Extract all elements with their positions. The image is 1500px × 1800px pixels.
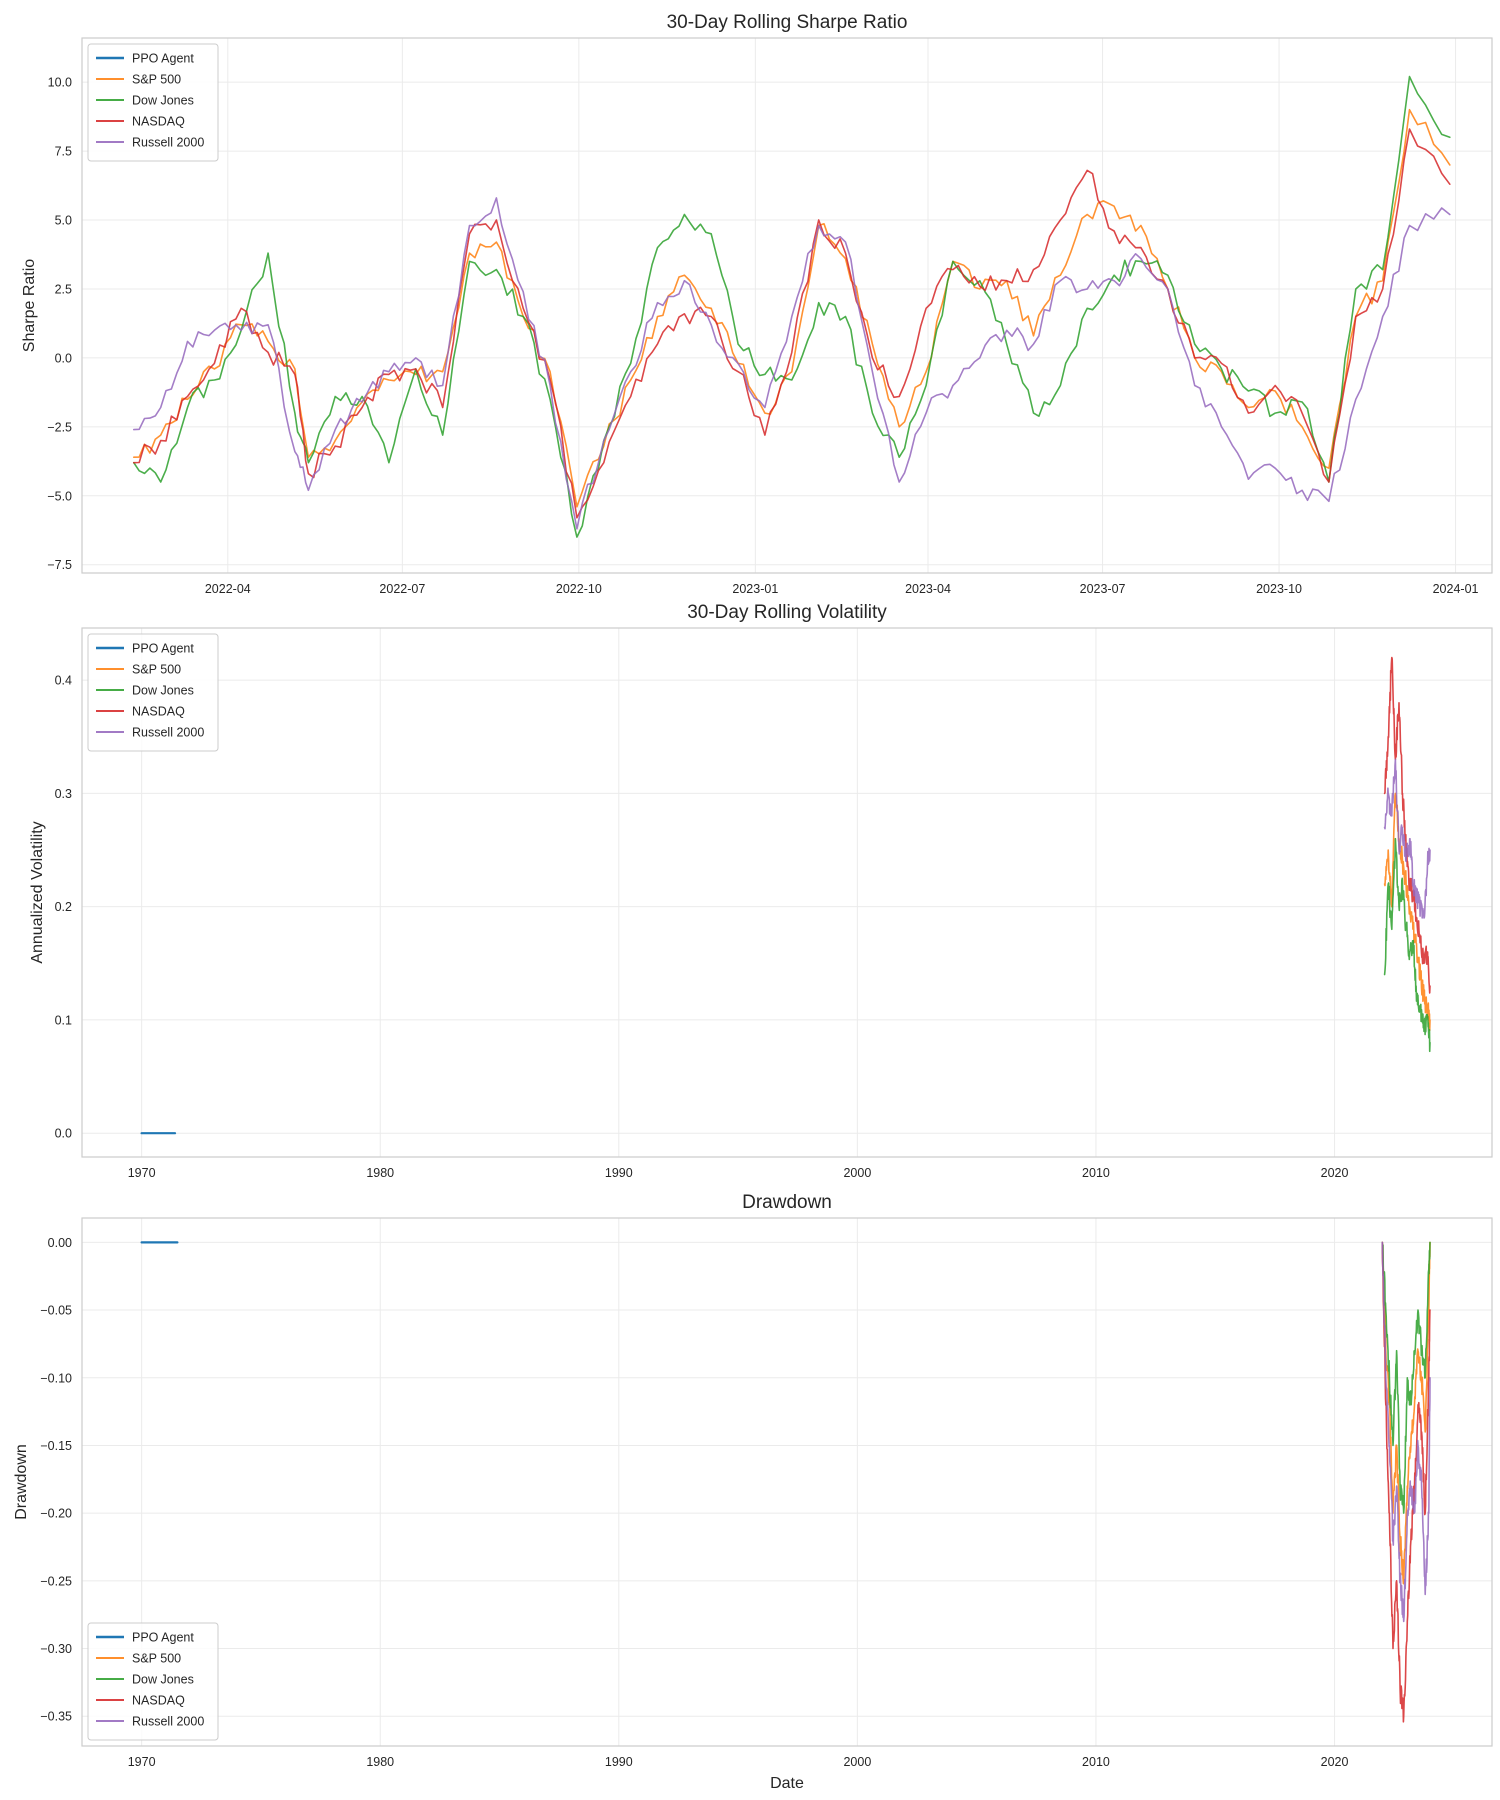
x-axis-label: Date [770,1775,804,1792]
y-tick-label: −7.5 [47,558,72,572]
series-line-nasdaq [133,128,1451,519]
plot-area [82,1218,1492,1746]
y-tick-label: 0.00 [48,1236,72,1250]
legend-label: S&P 500 [132,1652,181,1666]
x-tick-label: 2020 [1321,1755,1349,1769]
chart-title: 30-Day Rolling Sharpe Ratio [667,12,908,33]
series-line-russell-2000 [133,197,1451,530]
series-line-russell-2000 [1383,758,1431,919]
legend-label: Dow Jones [132,684,194,698]
legend-label: Russell 2000 [132,726,204,740]
y-tick-label: −0.30 [40,1642,72,1656]
plot-area [82,628,1492,1157]
series-line-dow-jones [1383,837,1431,1053]
plot-frame [81,627,1493,1158]
x-tick-label: 1990 [605,1755,633,1769]
x-tick-label: 1970 [128,1166,156,1180]
y-tick-label: −0.10 [40,1371,72,1385]
plot-frame [81,1217,1493,1747]
y-tick-label: −0.25 [40,1574,72,1588]
x-tick-label: 2024-01 [1433,582,1479,596]
series-lines [140,656,1431,1135]
plot-frame [81,37,1493,574]
legend-label: Dow Jones [132,1673,194,1687]
y-axis-label: Annualized Volatility [29,821,46,963]
legend-label: NASDAQ [132,1694,185,1708]
series-lines [133,75,1451,538]
series-line-dow-jones [133,75,1451,538]
x-tick-label: 1980 [366,1755,394,1769]
legend-box [87,633,219,752]
legend-label: PPO Agent [132,642,194,656]
series-line-s-p-500 [1381,1241,1431,1585]
x-tick-label: 2000 [843,1166,871,1180]
x-tick-label: 1980 [366,1166,394,1180]
series-line-russell-2000 [1381,1241,1431,1623]
chart-panel-1: 2022-04 2022-07 2022-10 2023-01 2023-04 2023-… [21,12,1493,596]
legend-label: Russell 2000 [132,1715,204,1729]
legend-label: S&P 500 [132,73,181,87]
legend-box [87,43,219,162]
series-line-nasdaq [1381,1241,1431,1723]
legend-box [87,1622,219,1741]
x-tick-label: 2023-07 [1080,582,1126,596]
series-line-nasdaq [1383,656,1431,994]
y-axis-label: Drawdown [13,1444,30,1520]
x-tick-label: 2000 [843,1755,871,1769]
y-tick-label: 2.5 [55,282,72,296]
x-tick-label: 2022-07 [379,582,425,596]
x-tick-label: 1970 [128,1755,156,1769]
legend-label: Russell 2000 [132,136,204,150]
chart-panel-3: 1970 1980 1990 2000 2010 2020 0.00 −0.05 −0.10 −0… [13,1192,1493,1792]
legend: PPO Agent S&P 500 Dow Jones NASDAQ Russell 2… [87,633,219,752]
y-axis-label: Sharpe Ratio [21,259,38,352]
x-tick-label: 2010 [1082,1755,1110,1769]
x-tick-label: 2023-01 [732,582,778,596]
x-tick-label: 2010 [1082,1166,1110,1180]
x-tick-label: 2023-04 [905,582,951,596]
chart-title: Drawdown [742,1192,832,1213]
chart-title: 30-Day Rolling Volatility [687,602,887,623]
series-line-s-p-500 [1383,792,1431,1032]
x-tick-label: 1990 [605,1166,633,1180]
legend: PPO Agent S&P 500 Dow Jones NASDAQ Russell 2… [87,1622,219,1741]
y-tick-label: 0.1 [55,1013,72,1027]
x-tick-label: 2020 [1321,1166,1349,1180]
legend-label: Dow Jones [132,94,194,108]
plot-area [82,38,1492,573]
y-tick-label: −2.5 [47,420,72,434]
y-tick-label: 0.3 [55,787,72,801]
x-tick-label: 2023-10 [1256,582,1302,596]
legend-label: PPO Agent [132,52,194,66]
y-tick-label: −5.0 [47,489,72,503]
y-tick-label: −0.20 [40,1507,72,1521]
series-lines [140,1241,1431,1723]
series-line-dow-jones [1381,1241,1431,1514]
y-tick-label: 10.0 [48,76,72,90]
y-tick-label: 7.5 [55,145,72,159]
legend-label: NASDAQ [132,705,185,719]
y-tick-label: −0.05 [40,1304,72,1318]
x-tick-label: 2022-04 [205,582,251,596]
chart-panel-2: 1970 1980 1990 2000 2010 2020 0.0 0.1 0.2 0.3 0.4 3… [29,602,1493,1180]
legend-label: S&P 500 [132,663,181,677]
y-tick-label: 0.0 [55,351,72,365]
legend-label: PPO Agent [132,1631,194,1645]
y-tick-label: −0.15 [40,1439,72,1453]
y-tick-label: 5.0 [55,214,72,228]
y-tick-label: 0.4 [55,674,72,688]
y-tick-label: 0.2 [55,900,72,914]
x-tick-label: 2022-10 [556,582,602,596]
legend: PPO Agent S&P 500 Dow Jones NASDAQ Russell 2… [87,43,219,162]
y-tick-label: −0.35 [40,1710,72,1724]
y-tick-label: 0.0 [55,1127,72,1141]
legend-label: NASDAQ [132,115,185,129]
